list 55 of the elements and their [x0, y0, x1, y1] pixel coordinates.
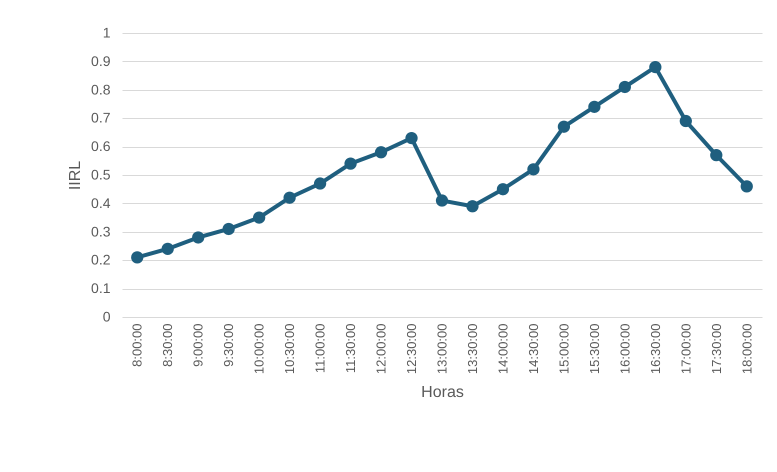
x-tick-label: 17:30:00 [708, 324, 724, 374]
point [192, 231, 204, 244]
x-tick-label: 14:30:00 [526, 324, 541, 374]
y-tick-label: 0 [102, 308, 111, 324]
point [710, 149, 722, 162]
x-tick-label: 14:00:00 [495, 324, 510, 374]
y-tick-label: 0.2 [91, 252, 111, 268]
point [253, 211, 266, 224]
point [131, 251, 144, 264]
point [436, 194, 448, 207]
point [405, 132, 418, 144]
y-axis-title: IIRL [67, 160, 84, 190]
point [588, 100, 601, 113]
point [496, 183, 510, 196]
point [314, 177, 326, 190]
point [374, 146, 388, 158]
x-tick-label: 8:00:00 [130, 324, 145, 367]
x-tick-label: 10:30:00 [282, 324, 298, 374]
x-tick-label: 16:30:00 [648, 324, 663, 374]
x-tick-label: 16:00:00 [617, 324, 632, 374]
y-tick-label: 0.5 [91, 166, 111, 182]
y-tick-label: 0.4 [91, 194, 111, 211]
point [680, 114, 692, 128]
y-tick-label: 0.7 [91, 110, 111, 126]
x-tick-label: 11:30:00 [343, 324, 358, 374]
x-tick-label: 17:00:00 [678, 324, 694, 374]
x-tick-label: 18:00:00 [739, 324, 754, 374]
point [162, 242, 174, 255]
point [649, 60, 662, 74]
x-tick-label: 10:00:00 [252, 324, 267, 374]
point [740, 180, 753, 192]
x-tick-label: 13:00:00 [434, 324, 450, 374]
x-tick-label: 8:30:00 [160, 324, 176, 367]
y-tick-label: 0.6 [91, 138, 111, 154]
x-tick-label: 9:00:00 [190, 324, 206, 367]
point [618, 80, 631, 94]
x-tick-label: 15:00:00 [556, 324, 572, 374]
x-tick-label: 9:30:00 [221, 324, 236, 367]
x-tick-label: 11:00:00 [312, 324, 328, 374]
y-tick-label: 0.3 [91, 223, 111, 240]
y-tick-label: 0.1 [91, 280, 111, 296]
point [222, 222, 235, 236]
y-tick-label: 1 [102, 24, 111, 40]
point [283, 192, 296, 204]
point [558, 120, 570, 133]
x-tick-label: 12:30:00 [404, 324, 420, 374]
point [527, 163, 540, 176]
x-tick-label: 15:30:00 [586, 324, 602, 374]
y-tick-label: 0.8 [91, 81, 111, 98]
point [466, 200, 479, 212]
x-axis-title: Horas [421, 384, 464, 402]
x-tick-label: 13:30:00 [464, 324, 480, 374]
x-tick-label: 12:00:00 [374, 324, 389, 374]
point [344, 158, 357, 170]
y-tick-label: 0.9 [91, 52, 111, 69]
